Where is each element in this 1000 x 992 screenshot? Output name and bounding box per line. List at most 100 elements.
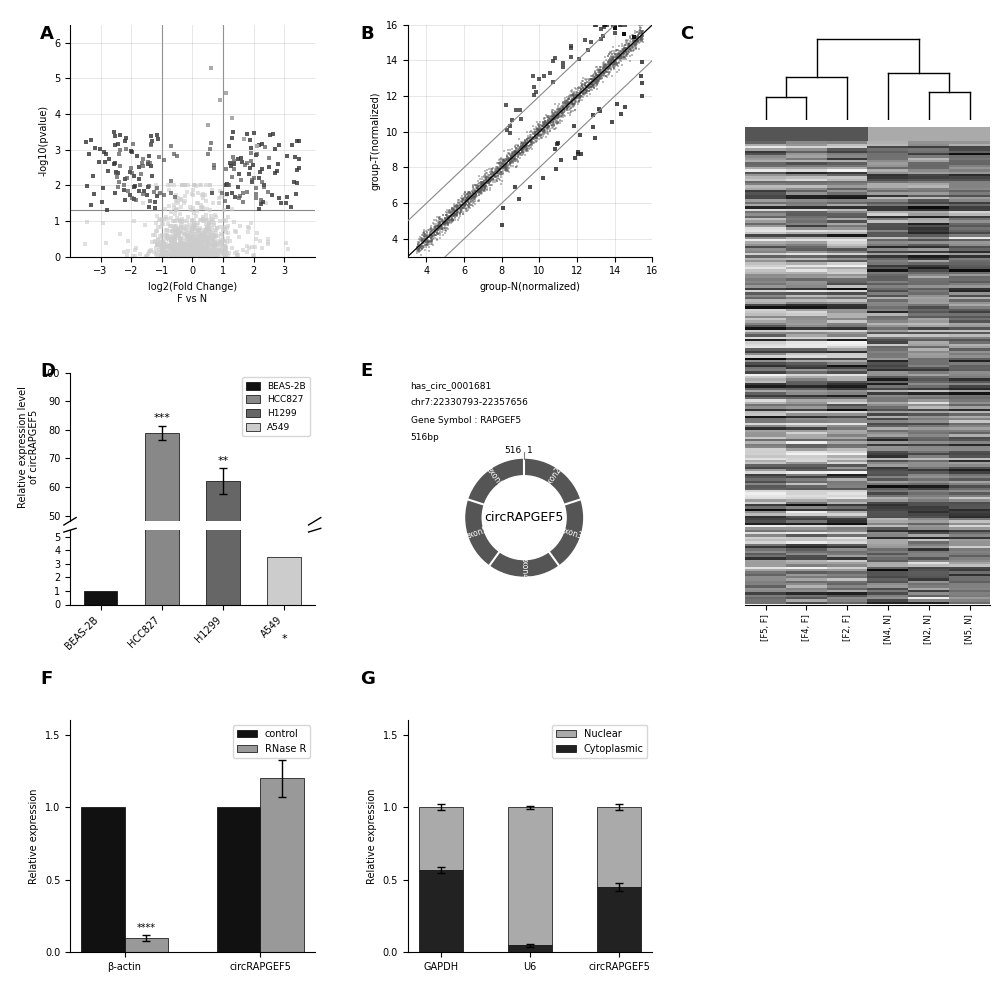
Point — [195, 238, 211, 254]
Point — [479, 175, 495, 190]
Point — [474, 177, 490, 192]
Point — [533, 122, 549, 138]
Point — [530, 126, 546, 142]
Point — [584, 75, 600, 91]
Point — [595, 62, 611, 78]
Point — [460, 198, 476, 214]
Point — [154, 246, 170, 262]
Point — [488, 169, 504, 185]
Point — [589, 62, 605, 77]
Point — [151, 242, 167, 258]
Point — [595, 68, 611, 84]
Point — [531, 122, 547, 138]
Point — [494, 156, 510, 172]
Point — [600, 54, 616, 69]
Point — [416, 233, 432, 249]
Point — [443, 211, 459, 227]
Point — [422, 225, 438, 241]
Point — [462, 197, 478, 213]
Point — [633, 20, 649, 36]
Point — [545, 108, 561, 124]
Point — [151, 212, 167, 228]
Point — [519, 132, 535, 148]
Point — [430, 217, 446, 233]
Point — [628, 39, 644, 55]
Point — [504, 148, 520, 164]
Point — [529, 114, 545, 130]
Point — [533, 127, 549, 143]
Point — [219, 220, 235, 236]
Point — [486, 166, 502, 182]
Point — [227, 188, 243, 204]
Point — [491, 163, 507, 179]
Point — [557, 101, 573, 117]
Point — [204, 185, 220, 200]
Point — [171, 241, 187, 257]
Point — [536, 116, 552, 132]
Point — [184, 248, 200, 264]
Point — [182, 249, 198, 265]
Point — [468, 186, 484, 202]
Point — [474, 176, 490, 191]
Point — [427, 220, 443, 236]
Point — [477, 177, 493, 192]
Point — [558, 96, 574, 112]
Point — [455, 191, 471, 207]
Point — [142, 244, 158, 260]
Point — [539, 114, 555, 130]
Point — [472, 176, 488, 191]
Bar — [267, 558, 301, 604]
Circle shape — [466, 459, 582, 576]
Point — [531, 118, 547, 134]
Point — [421, 233, 437, 249]
Point — [423, 230, 439, 246]
Point — [581, 76, 597, 92]
Point — [602, 58, 618, 73]
Point — [536, 126, 552, 142]
Point — [179, 234, 195, 250]
Point — [626, 37, 642, 53]
Point — [458, 196, 474, 212]
Point — [170, 244, 186, 260]
Point — [513, 139, 529, 155]
Point — [588, 73, 604, 89]
Point — [205, 195, 221, 211]
Point — [482, 173, 498, 188]
Point — [600, 60, 616, 75]
Point — [523, 132, 539, 148]
Point — [575, 84, 591, 100]
Point — [615, 41, 631, 57]
Point — [554, 104, 570, 120]
Point — [567, 93, 583, 109]
Point — [633, 30, 649, 46]
Point — [595, 64, 611, 80]
Point — [419, 226, 435, 242]
Point — [514, 141, 530, 157]
Point — [418, 223, 434, 239]
Point — [518, 137, 534, 153]
Point — [542, 123, 558, 139]
Point — [470, 180, 486, 195]
Point — [572, 84, 588, 100]
Point — [195, 246, 211, 262]
Point — [570, 88, 586, 104]
Point — [567, 89, 583, 105]
Point — [595, 60, 611, 75]
Point — [546, 117, 562, 133]
Point — [264, 186, 280, 202]
Point — [201, 247, 217, 263]
Point — [180, 247, 196, 263]
Point — [172, 239, 188, 255]
Point — [202, 217, 218, 233]
Point — [467, 183, 483, 198]
Point — [605, 49, 621, 64]
Point — [560, 95, 576, 111]
Point — [500, 153, 516, 169]
Point — [632, 32, 648, 48]
Point — [545, 119, 561, 135]
Point — [415, 235, 431, 251]
Point — [511, 190, 527, 206]
Point — [184, 238, 200, 254]
Point — [562, 107, 578, 123]
Point — [547, 103, 563, 119]
